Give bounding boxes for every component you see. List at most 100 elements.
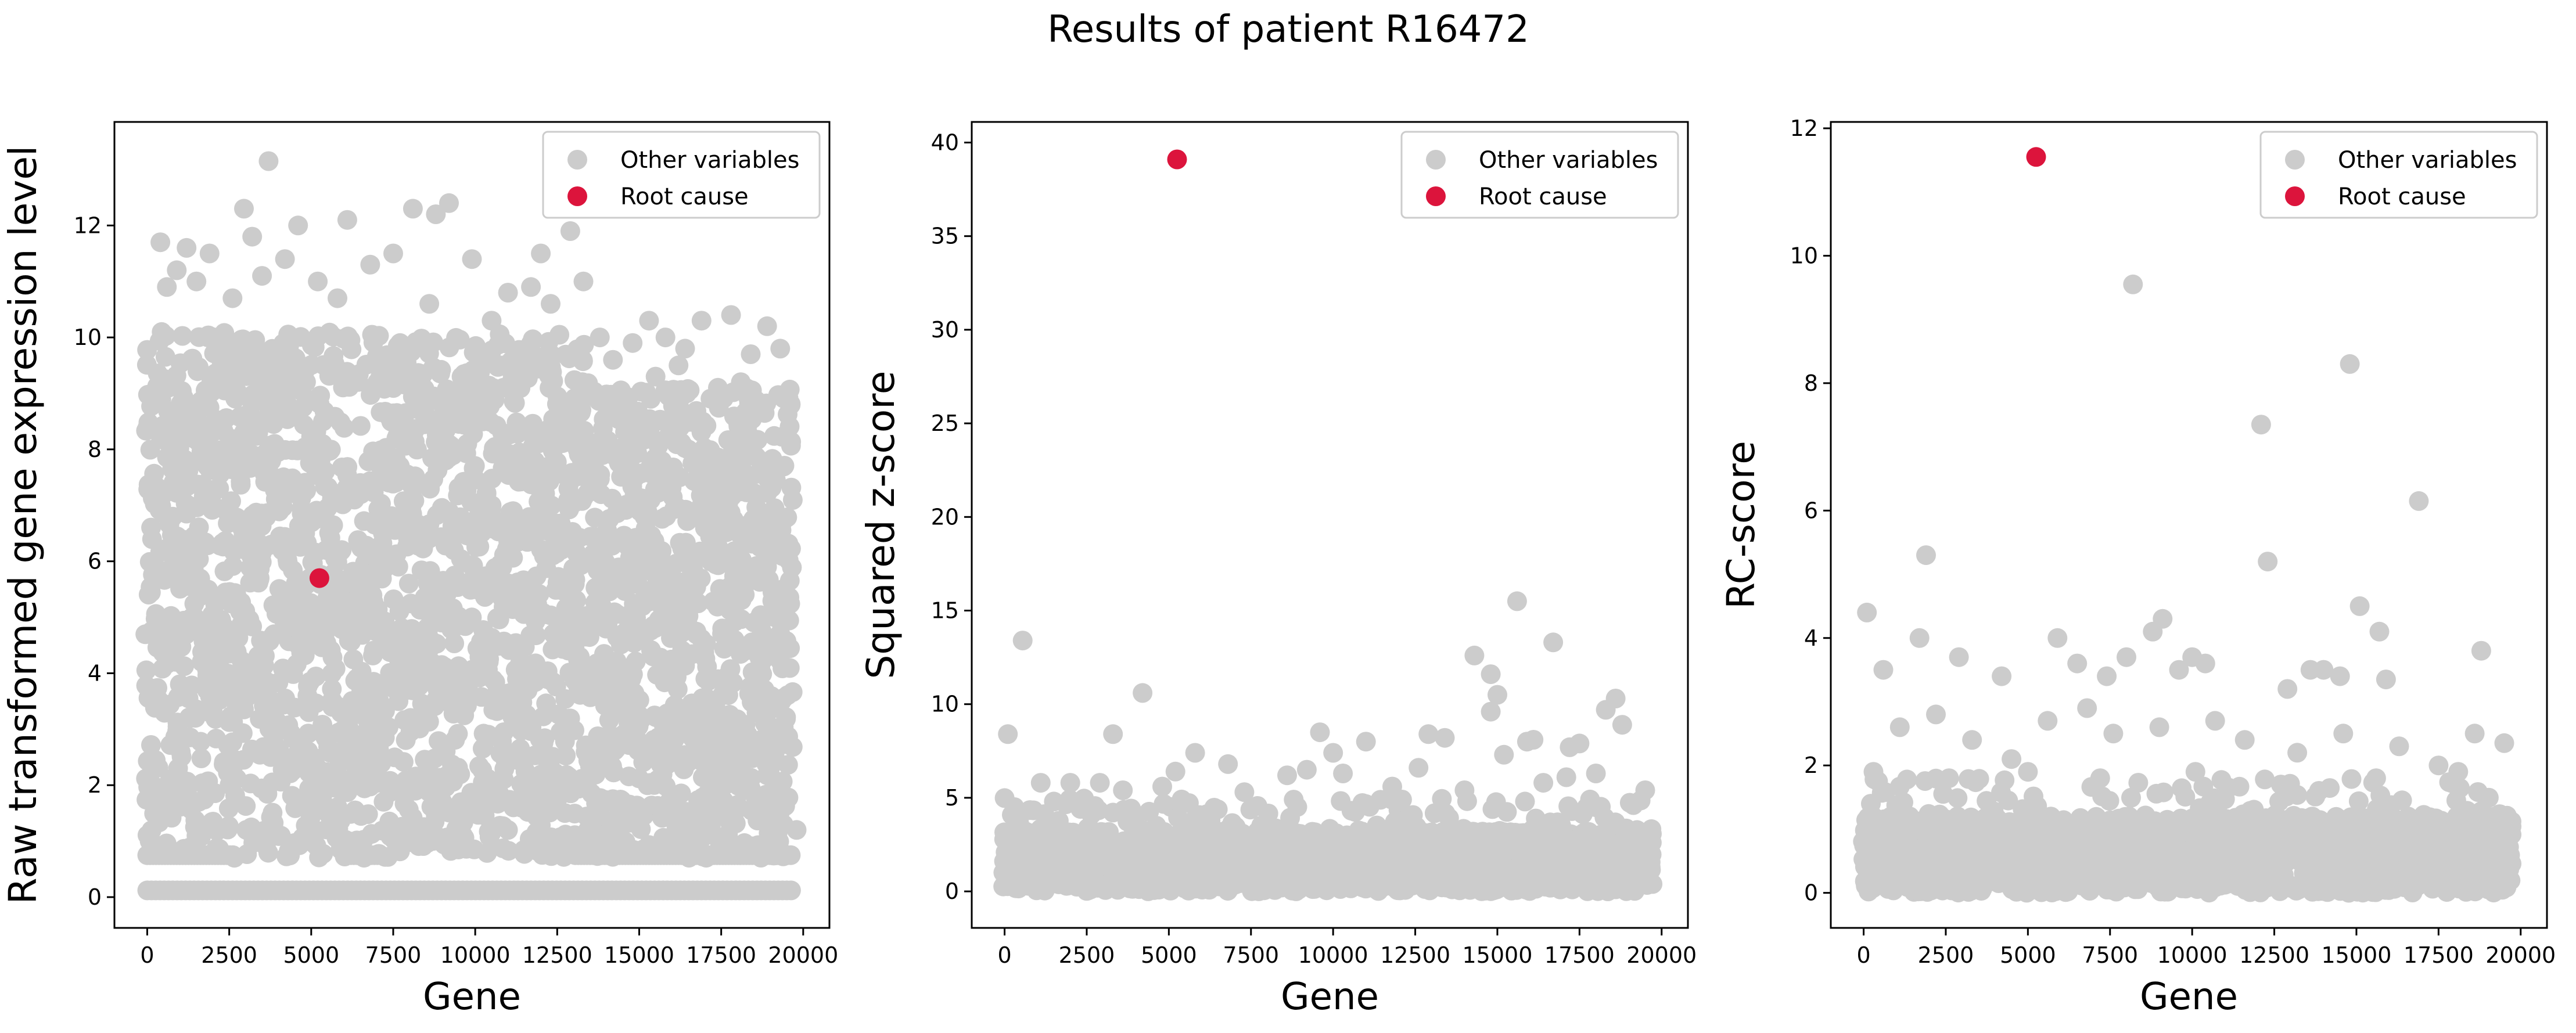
data-point-other: [603, 350, 623, 370]
data-point-other: [748, 430, 768, 450]
data-point-other: [623, 333, 643, 353]
data-point-other: [329, 753, 350, 773]
data-point-other: [779, 416, 800, 437]
y-tick-label: 6: [88, 549, 102, 574]
data-point-other: [457, 696, 477, 716]
data-point-other: [1323, 743, 1343, 763]
y-tick-label: 2: [88, 772, 102, 798]
x-tick-label: 7500: [1223, 942, 1279, 968]
data-point-other: [199, 243, 220, 264]
data-point-other: [252, 266, 272, 286]
data-point-other: [781, 538, 801, 559]
data-point-other: [1481, 701, 1501, 722]
data-point-other: [379, 717, 398, 737]
data-point-other: [630, 706, 650, 726]
data-point-other: [782, 682, 803, 702]
data-point-other: [1152, 776, 1172, 797]
data-point-other: [786, 820, 807, 840]
data-point-other: [669, 355, 689, 376]
data-point-other: [258, 151, 279, 171]
x-tick-label: 0: [140, 942, 154, 968]
data-point-other: [752, 664, 773, 684]
y-tick-label: 0: [88, 884, 102, 910]
data-point-other: [773, 771, 793, 791]
data-point-other: [662, 809, 682, 829]
data-point-other: [585, 507, 605, 528]
data-point-other: [432, 792, 452, 812]
x-tick-label: 20000: [768, 942, 838, 968]
data-point-other: [358, 804, 378, 825]
data-point-other: [313, 844, 333, 864]
data-point-other: [777, 507, 797, 527]
data-point-other: [321, 440, 341, 460]
data-point-other: [547, 797, 567, 818]
data-point-other: [1640, 845, 1660, 866]
data-point-other: [199, 397, 220, 417]
legend-label-root-cause: Root cause: [1479, 183, 1607, 210]
data-point-root-cause: [1167, 149, 1187, 170]
data-point-other: [444, 634, 465, 653]
data-point-other: [1612, 715, 1632, 735]
data-point-other: [360, 254, 380, 275]
data-point-other: [306, 693, 326, 714]
data-point-other: [340, 330, 361, 350]
data-point-other: [1409, 758, 1429, 778]
data-point-other: [782, 737, 803, 757]
data-point-other: [1356, 732, 1376, 752]
data-point-other: [418, 568, 438, 589]
data-point-other: [234, 699, 254, 719]
y-tick-label: 25: [931, 411, 959, 436]
data-point-other: [231, 471, 251, 492]
data-point-other: [556, 746, 576, 766]
data-point-other: [403, 199, 423, 219]
data-point-other: [731, 372, 751, 393]
y-tick-label: 40: [931, 129, 959, 155]
data-point-other: [221, 491, 241, 512]
chart-panel-raw-expression: 0 2500 5000 7500 10000 12500 15000 17500 2000002…: [1, 121, 838, 1018]
y-tick-label: 30: [931, 317, 959, 343]
data-point-other: [656, 776, 676, 796]
data-point-other: [603, 762, 624, 783]
data-point-root-cause: [309, 568, 329, 588]
data-point-other: [477, 843, 497, 863]
data-point-other: [177, 772, 197, 791]
data-point-other: [1258, 804, 1278, 823]
data-point-other: [639, 311, 659, 331]
data-point-other: [298, 724, 318, 744]
data-point-other: [1382, 776, 1402, 797]
x-tick-label: 10000: [1298, 942, 1368, 968]
data-point-other: [563, 574, 583, 595]
data-point-other: [708, 377, 728, 398]
data-point-other: [590, 465, 610, 485]
data-point-other: [1208, 799, 1228, 819]
y-tick-label: 10: [74, 325, 102, 350]
data-point-other: [521, 277, 541, 297]
data-point-other: [1310, 722, 1330, 743]
data-point-other: [498, 820, 518, 840]
data-point-other: [157, 277, 177, 297]
data-point-other: [779, 571, 800, 591]
y-tick-label: 20: [931, 504, 959, 530]
data-point-other: [1435, 728, 1455, 748]
y-tick-label: 12: [74, 213, 102, 238]
data-point-other: [448, 724, 468, 744]
scatter-points: [1853, 274, 2522, 903]
axes-frame: [113, 121, 831, 929]
data-point-other: [148, 757, 168, 778]
data-point-other: [757, 316, 777, 336]
data-point-other: [621, 669, 641, 689]
data-point-other: [332, 540, 352, 560]
y-tick-label: 0: [945, 879, 959, 904]
data-point-other: [255, 646, 275, 666]
data-point-other: [310, 386, 330, 406]
data-point-other: [695, 649, 716, 669]
data-point-other: [426, 634, 447, 654]
x-axis-label: Gene: [1281, 976, 1379, 1018]
data-point-other: [541, 294, 561, 314]
x-tick-label: 5000: [1141, 942, 1197, 968]
data-point-other: [205, 783, 225, 803]
data-point-other: [186, 271, 207, 291]
data-point-other: [652, 541, 672, 561]
data-point-other: [242, 226, 263, 247]
